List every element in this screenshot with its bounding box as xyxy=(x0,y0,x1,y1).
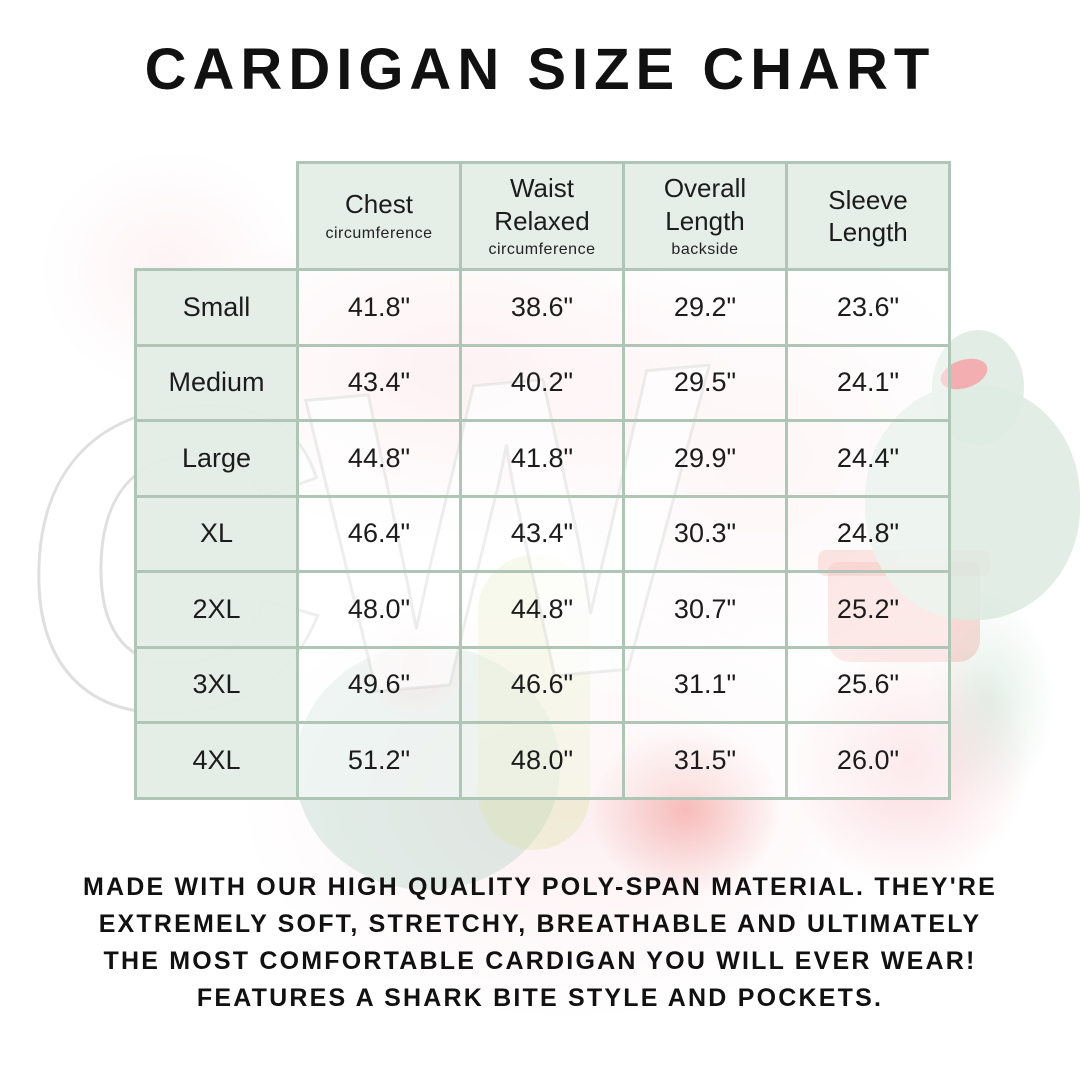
size-cell: 4XL xyxy=(134,721,299,800)
value-cell: 51.2" xyxy=(296,721,462,800)
value-cell: 25.6" xyxy=(785,645,951,724)
column-header-waist: Waist Relaxed circumference xyxy=(459,161,625,271)
value-cell: 29.5" xyxy=(622,343,788,422)
column-sublabel: circumference xyxy=(488,241,596,258)
size-cell: Small xyxy=(134,268,299,347)
column-label: Overall Length xyxy=(663,173,747,236)
value-cell: 46.4" xyxy=(296,494,462,573)
value-cell: 30.3" xyxy=(622,494,788,573)
value-cell: 24.4" xyxy=(785,419,951,498)
description-line: FEATURES A SHARK BITE STYLE AND POCKETS. xyxy=(196,984,884,1012)
value-cell: 48.0" xyxy=(459,721,625,800)
value-cell: 29.9" xyxy=(622,419,788,498)
size-cell: Large xyxy=(134,419,299,498)
size-cell: 3XL xyxy=(134,645,299,724)
size-table: Chest circumference Waist Relaxed circum… xyxy=(134,161,951,800)
table-row-medium: Medium 43.4" 40.2" 29.5" 24.1" xyxy=(134,343,951,422)
value-cell: 43.4" xyxy=(296,343,462,422)
value-cell: 24.1" xyxy=(785,343,951,422)
size-cell: Medium xyxy=(134,343,299,422)
value-cell: 38.6" xyxy=(459,268,625,347)
size-cell: XL xyxy=(134,494,299,573)
table-row-4xl: 4XL 51.2" 48.0" 31.5" 26.0" xyxy=(134,721,951,800)
value-cell: 24.8" xyxy=(785,494,951,573)
column-label: Sleeve Length xyxy=(828,184,908,248)
table-row-2xl: 2XL 48.0" 44.8" 30.7" 25.2" xyxy=(134,570,951,649)
header-row: Chest circumference Waist Relaxed circum… xyxy=(136,161,951,271)
value-cell: 44.8" xyxy=(459,570,625,649)
product-description: MADE WITH OUR HIGH QUALITY POLY-SPAN MAT… xyxy=(0,869,1080,1017)
value-cell: 40.2" xyxy=(459,343,625,422)
value-cell: 41.8" xyxy=(296,268,462,347)
table-row-3xl: 3XL 49.6" 46.6" 31.1" 25.6" xyxy=(134,645,951,724)
value-cell: 31.5" xyxy=(622,721,788,800)
size-cell: 2XL xyxy=(134,570,299,649)
value-cell: 26.0" xyxy=(785,721,951,800)
value-cell: 31.1" xyxy=(622,645,788,724)
description-line: THE MOST COMFORTABLE CARDIGAN YOU WILL E… xyxy=(103,947,977,975)
value-cell: 43.4" xyxy=(459,494,625,573)
value-cell: 41.8" xyxy=(459,419,625,498)
table-row-small: Small 41.8" 38.6" 29.2" 23.6" xyxy=(134,268,951,347)
page-title: CARDIGAN SIZE CHART xyxy=(144,37,936,102)
description-line: EXTREMELY SOFT, STRETCHY, BREATHABLE AND… xyxy=(98,910,982,938)
value-cell: 29.2" xyxy=(622,268,788,347)
value-cell: 46.6" xyxy=(459,645,625,724)
value-cell: 25.2" xyxy=(785,570,951,649)
description-line: MADE WITH OUR HIGH QUALITY POLY-SPAN MAT… xyxy=(82,873,998,901)
table-row-large: Large 44.8" 41.8" 29.9" 24.4" xyxy=(134,419,951,498)
column-header-chest: Chest circumference xyxy=(296,161,462,271)
column-header-sleeve-length: Sleeve Length xyxy=(785,161,951,271)
column-label: Chest xyxy=(345,189,413,220)
column-sublabel: circumference xyxy=(325,224,433,242)
value-cell: 30.7" xyxy=(622,570,788,649)
value-cell: 44.8" xyxy=(296,419,462,498)
value-cell: 23.6" xyxy=(785,268,951,347)
value-cell: 49.6" xyxy=(296,645,462,724)
column-header-overall-length: Overall Length backside xyxy=(622,161,788,271)
corner-cell xyxy=(136,163,298,270)
value-cell: 48.0" xyxy=(296,570,462,649)
table-row-xl: XL 46.4" 43.4" 30.3" 24.8" xyxy=(134,494,951,573)
column-label: Waist Relaxed xyxy=(494,173,590,236)
column-sublabel: backside xyxy=(671,241,739,258)
